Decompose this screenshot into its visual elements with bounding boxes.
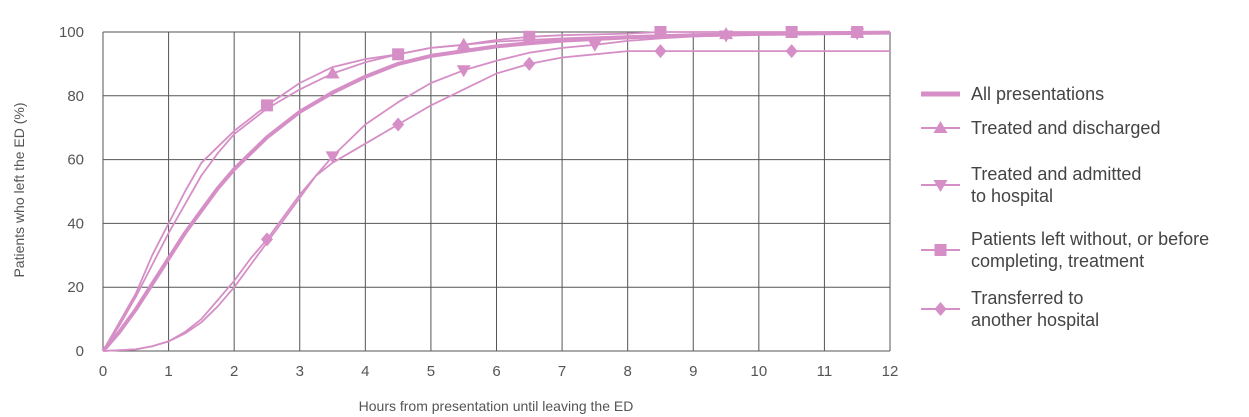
x-tick-label: 3 [296,363,304,380]
series-line-transferred-to-another-hospital [102,50,890,352]
x-tick-label: 12 [882,363,899,380]
y-tick-label: 80 [67,88,84,105]
marker-patients-left-without-or-before-completing-treatment [785,26,798,38]
marker-transferred-to-another-hospital [654,44,667,59]
marker-patients-left-without-or-before-completing-treatment [392,48,405,61]
marker-treated-and-discharged [456,37,471,50]
legend-marker-patients-left-without-or-before-completing-treatment [934,244,947,256]
marker-treated-and-admitted-to-hospital [456,65,471,78]
marker-transferred-to-another-hospital [392,117,405,132]
x-tick-label: 0 [99,363,107,380]
legend-label: another hospital [971,310,1099,330]
legend-marker-treated-and-admitted-to-hospital [933,180,948,192]
y-axis-title: Patients who left the ED (%) [11,102,27,277]
marker-patients-left-without-or-before-completing-treatment [523,30,536,43]
marker-transferred-to-another-hospital [785,44,798,59]
series-markers [260,25,865,247]
legend-label: completing, treatment [971,251,1144,271]
x-tick-label: 8 [623,363,631,380]
x-tick-label: 2 [230,363,238,380]
y-tick-label: 40 [67,215,84,232]
legend-marker-transferred-to-another-hospital [934,302,947,316]
y-tick-label: 0 [76,343,84,360]
legend-label: All presentations [971,84,1104,104]
legend-marker-treated-and-discharged [933,121,948,133]
x-tick-label: 4 [361,363,369,380]
legend-label: Patients left without, or before [971,229,1209,249]
legend-label: Treated and admitted [971,164,1141,184]
marker-transferred-to-another-hospital [260,232,273,247]
series-line-treated-and-admitted-to-hospital [102,32,891,352]
marker-treated-and-admitted-to-hospital [325,151,340,164]
grid [102,31,891,352]
marker-patients-left-without-or-before-completing-treatment [260,99,273,112]
marker-patients-left-without-or-before-completing-treatment [654,26,667,38]
series-line-all-presentations [101,30,891,353]
marker-treated-and-admitted-to-hospital [587,39,602,52]
y-tick-label: 60 [67,152,84,169]
x-tick-label: 10 [750,363,767,380]
y-tick-label: 20 [67,279,84,296]
marker-patients-left-without-or-before-completing-treatment [851,26,864,38]
x-tick-label: 1 [164,363,172,380]
y-tick-label: 100 [59,24,84,41]
x-tick-label: 5 [427,363,435,380]
x-tick-label: 7 [558,363,566,380]
legend: All presentations Treated and discharged T… [921,84,1209,330]
legend-label: Treated and discharged [971,118,1160,138]
marker-treated-and-admitted-to-hospital [719,30,734,43]
x-tick-label: 11 [817,363,833,380]
legend-label: to hospital [971,186,1053,206]
x-tick-label: 9 [689,363,697,380]
x-axis-title: Hours from presentation until leaving th… [359,398,634,414]
marker-treated-and-discharged [325,66,340,79]
x-tick-label: 6 [492,363,500,380]
legend-label: Transferred to [971,288,1083,308]
marker-transferred-to-another-hospital [523,56,536,71]
